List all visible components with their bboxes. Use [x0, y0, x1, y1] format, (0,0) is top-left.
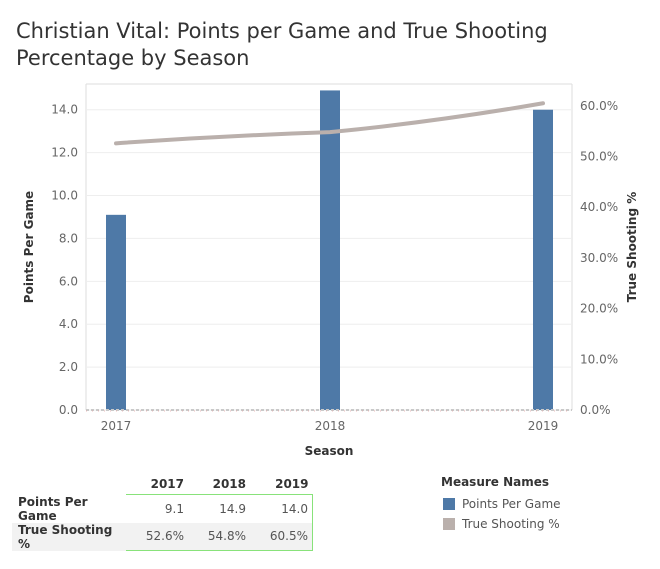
- y2-tick-label: 60.0%: [580, 99, 618, 113]
- chart-title: Christian Vital: Points per Game and Tru…: [16, 19, 548, 70]
- legend-label: Points Per Game: [462, 497, 561, 511]
- series-line-true-shooting: [114, 101, 545, 146]
- legend-swatch-points: [443, 498, 455, 510]
- table-col-header: 2019: [275, 476, 309, 491]
- bar: [106, 214, 126, 410]
- y2-tick-label: 50.0%: [580, 150, 618, 164]
- table-row-label: True Shooting %: [12, 522, 126, 551]
- legend-label: True Shooting %: [462, 517, 560, 531]
- table-cell: 9.1: [126, 494, 188, 523]
- legend-item-points[interactable]: Points Per Game: [441, 494, 561, 514]
- data-table: 2017 2018 2019 Points Per Game 9.1 14.9 …: [12, 473, 313, 551]
- y-tick-label: 12.0: [51, 146, 78, 160]
- table-cell: 14.0: [250, 494, 313, 523]
- y-tick-label: 0.0: [59, 403, 78, 417]
- y2-tick-label: 30.0%: [580, 251, 618, 265]
- y-axis-title: Points Per Game: [22, 191, 36, 303]
- legend-swatch-true-shooting: [443, 518, 455, 530]
- y-tick-label: 2.0: [59, 360, 78, 374]
- table-corner: [12, 473, 126, 495]
- table-row-label: Points Per Game: [12, 494, 126, 523]
- y2-tick-label: 0.0%: [580, 403, 611, 417]
- y2-axis-title: True Shooting %: [625, 192, 639, 303]
- table-row: Points Per Game 9.1 14.9 14.0: [12, 494, 313, 523]
- table-cell: 60.5%: [250, 522, 313, 551]
- x-tick-label: 2017: [101, 419, 132, 433]
- y2-tick-label: 40.0%: [580, 200, 618, 214]
- table-row: True Shooting % 52.6% 54.8% 60.5%: [12, 522, 313, 551]
- table-cell: 54.8%: [188, 522, 250, 551]
- y-tick-label: 6.0: [59, 274, 78, 288]
- bar: [320, 90, 340, 411]
- y2-tick-label: 10.0%: [580, 352, 618, 366]
- x-tick-label: 2018: [315, 419, 346, 433]
- table-col-header: 2018: [212, 476, 246, 491]
- y-tick-label: 4.0: [59, 317, 78, 331]
- x-tick-label: 2019: [528, 419, 559, 433]
- y-tick-label: 8.0: [59, 231, 78, 245]
- table-header-row: 2017 2018 2019: [12, 473, 313, 495]
- table-col-header: 2017: [150, 476, 184, 491]
- legend: Measure Names Points Per Game True Shoot…: [441, 475, 561, 534]
- legend-item-true-shooting[interactable]: True Shooting %: [441, 514, 561, 534]
- y2-tick-label: 20.0%: [580, 302, 618, 316]
- x-axis-title: Season: [305, 444, 354, 458]
- table-cell: 14.9: [188, 494, 250, 523]
- combo-chart: 0.0 2.0 4.0 6.0 8.0 10.0 12.0 14.0 0.0% 10.0% 20.0…: [22, 83, 639, 458]
- bar: [533, 109, 553, 410]
- y-tick-label: 14.0: [51, 103, 78, 117]
- y-tick-label: 10.0: [51, 189, 78, 203]
- table-cell: 52.6%: [126, 522, 188, 551]
- legend-title: Measure Names: [441, 475, 550, 489]
